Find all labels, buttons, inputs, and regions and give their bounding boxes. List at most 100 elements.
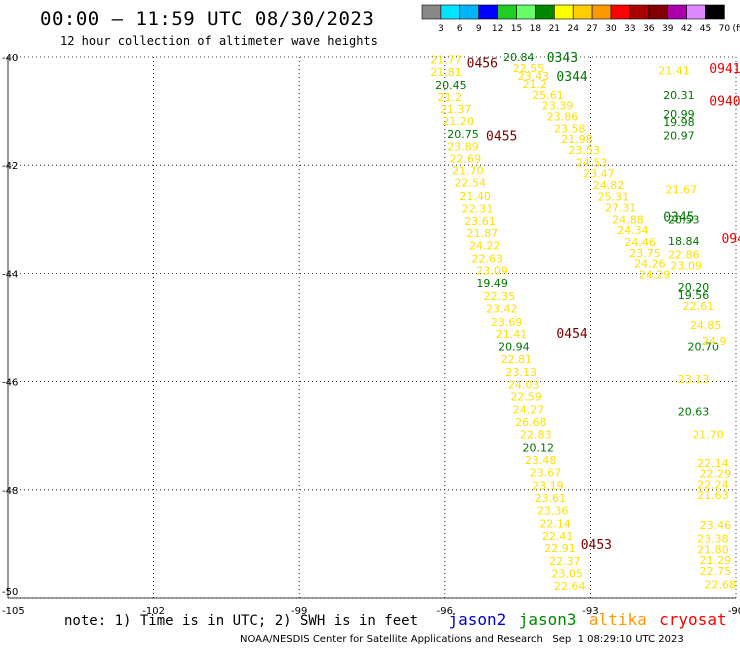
wave-height-label: 23.19 [532, 479, 564, 492]
wave-height-label: 19.98 [663, 116, 695, 129]
legend-jason2: jason2 [448, 610, 507, 629]
wave-height-label: 21.2 [522, 78, 547, 91]
time-label: 0455 [486, 129, 517, 144]
wave-height-label: 22.29 [700, 468, 732, 481]
colorbar-label: 24 [567, 24, 579, 34]
wave-height-label: 21.77 [430, 54, 462, 67]
wave-height-label: 21.80 [697, 543, 729, 556]
colorbar-label: 6 [457, 24, 463, 34]
colorbar-label: 21 [549, 24, 560, 34]
x-tick-label: -93 [582, 606, 598, 617]
wave-height-label: 20.31 [663, 89, 695, 102]
wave-height-label: 22.41 [542, 530, 574, 543]
wave-height-label: 25.31 [598, 191, 630, 204]
x-tick-label: -102 [142, 606, 165, 617]
legend-note: note: 1) Time is in UTC; 2) SWH is in fe… [64, 613, 419, 629]
colorbar-label: 18 [530, 24, 542, 34]
wave-height-label: 23.53 [569, 144, 601, 157]
wave-height-label: 23.09 [670, 259, 702, 272]
wave-height-label: 20.12 [522, 442, 554, 455]
wave-height-label: 21.41 [496, 328, 528, 341]
footer-credit: NOAA/NESDIS Center for Satellite Applica… [240, 634, 684, 645]
wave-height-label: 23.05 [552, 568, 584, 581]
wave-height-label: 19.49 [476, 277, 508, 290]
wave-height-label: 21.81 [430, 66, 462, 79]
wave-height-label: 24.82 [593, 179, 625, 192]
time-label: 0344 [556, 70, 587, 85]
colorbar-label: 15 [511, 24, 522, 34]
wave-height-label: 20.97 [663, 129, 695, 142]
wave-height-label: 24.34 [617, 224, 649, 237]
colorbar-label: 27 [586, 24, 597, 34]
colorbar-label: 30 [605, 24, 617, 34]
wave-height-label: 23.75 [629, 247, 661, 260]
wave-height-label: 19.56 [678, 289, 710, 302]
wave-height-label: 24.53 [576, 156, 608, 169]
wave-height-label: 23.86 [547, 111, 579, 124]
wave-height-label: 20.20 [678, 281, 710, 294]
wave-height-label: 20.53 [668, 213, 700, 226]
wave-height-label: 21.29 [700, 554, 732, 567]
wave-height-label: 22.86 [668, 248, 700, 261]
wave-height-label: 22.64 [554, 580, 586, 593]
wave-height-label: 26.68 [515, 416, 547, 429]
wave-height-label: 22.91 [544, 542, 576, 555]
x-tick-label: -96 [437, 606, 453, 617]
colorbar-label: 36 [643, 24, 655, 34]
wave-height-label: 25.61 [532, 89, 564, 102]
legend-jason3: jason3 [518, 610, 577, 629]
wave-height-label: 20.84 [503, 51, 535, 64]
wave-height-label: 22.14 [539, 517, 571, 530]
wave-height-label: 24.46 [624, 236, 656, 249]
wave-height-label: 21.70 [452, 165, 484, 178]
wave-height-label: 23.46 [700, 519, 732, 532]
wave-height-label: 21.20 [442, 115, 474, 128]
wave-height-label: 22.59 [510, 391, 542, 404]
chart-title: 00:00 – 11:59 UTC 08/30/2023 [40, 8, 375, 30]
wave-height-label: 22.69 [450, 153, 482, 166]
y-tick-label: -48 [2, 486, 18, 497]
wave-height-label: 23.48 [525, 454, 557, 467]
wave-height-label: 20.75 [447, 128, 479, 141]
time-label: 094 [721, 232, 740, 247]
wave-height-label: 24.27 [513, 404, 545, 417]
wave-height-label: 24.03 [508, 378, 539, 391]
legend: note: 1) Time is in UTC; 2) SWH is in fe… [64, 610, 740, 629]
wave-height-label: 23.43 [518, 70, 550, 83]
wave-height-label: 22.81 [501, 353, 533, 366]
legend-altika: altika [588, 610, 647, 629]
wave-height-label: 21.87 [467, 227, 499, 240]
time-label: 0454 [556, 327, 587, 342]
x-tick-label: -99 [291, 606, 307, 617]
x-tick-label: -90 [728, 606, 740, 617]
time-label: 0456 [467, 56, 498, 71]
wave-height-label: 23.58 [554, 122, 586, 135]
wave-height-label: 27.31 [605, 201, 637, 214]
wave-height-label: 20.99 [663, 108, 695, 121]
wave-height-label: 22.63 [471, 252, 503, 265]
x-tick-label: -105 [2, 606, 25, 617]
wave-height-label: 24.29 [639, 268, 671, 281]
wave-height-label: 22.31 [462, 202, 494, 215]
wave-height-label: 22.68 [704, 578, 736, 591]
wave-height-label: 23.61 [535, 492, 567, 505]
wave-height-label: 22.24 [697, 478, 729, 491]
wave-height-label: 20.70 [687, 340, 719, 353]
wave-height-label: 20.63 [678, 405, 710, 418]
wave-height-label: 23.47 [583, 167, 615, 180]
wave-height-label: 21.63 [697, 489, 729, 502]
wave-height-label: 22.75 [700, 565, 732, 578]
wave-height-label: 23.69 [491, 316, 523, 329]
y-tick-label: -40 [2, 53, 18, 64]
wave-height-label: 23.38 [697, 532, 729, 545]
y-tick-label: -50 [2, 587, 18, 598]
wave-height-label: 21.2 [438, 91, 463, 104]
colorbar-label: 45 [700, 24, 711, 34]
wave-height-label: 23.67 [530, 466, 562, 479]
time-label: 0940 [709, 94, 740, 109]
colorbar-label: 42 [681, 24, 692, 34]
wave-height-label: 23.09 [476, 265, 508, 278]
colorbar-label: 70 [719, 24, 731, 34]
wave-height-label: 23.89 [447, 140, 479, 153]
